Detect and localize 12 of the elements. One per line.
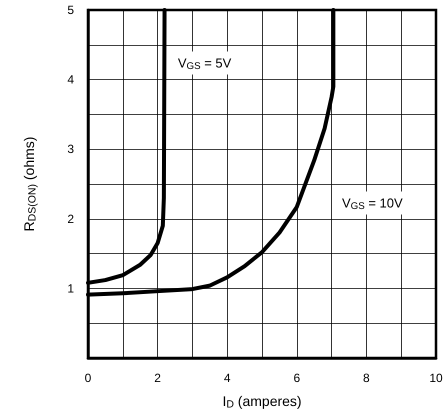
x-tick-label: 0 [84,371,92,385]
y-tick-label: 5 [67,3,74,17]
x-tick-label: 8 [363,371,370,385]
y-tick-label: 2 [67,212,74,226]
x-tick-label: 2 [154,371,162,385]
y-tick-label: 4 [67,72,74,87]
y-tick-label: 3 [67,142,74,156]
x-tick-label: 4 [224,371,231,385]
y-axis-title: RDS(ON) (ohms) [21,136,38,232]
x-tick-label: 10 [429,371,443,385]
y-tick-label: 1 [67,281,74,296]
x-tick-label: 6 [293,371,300,385]
